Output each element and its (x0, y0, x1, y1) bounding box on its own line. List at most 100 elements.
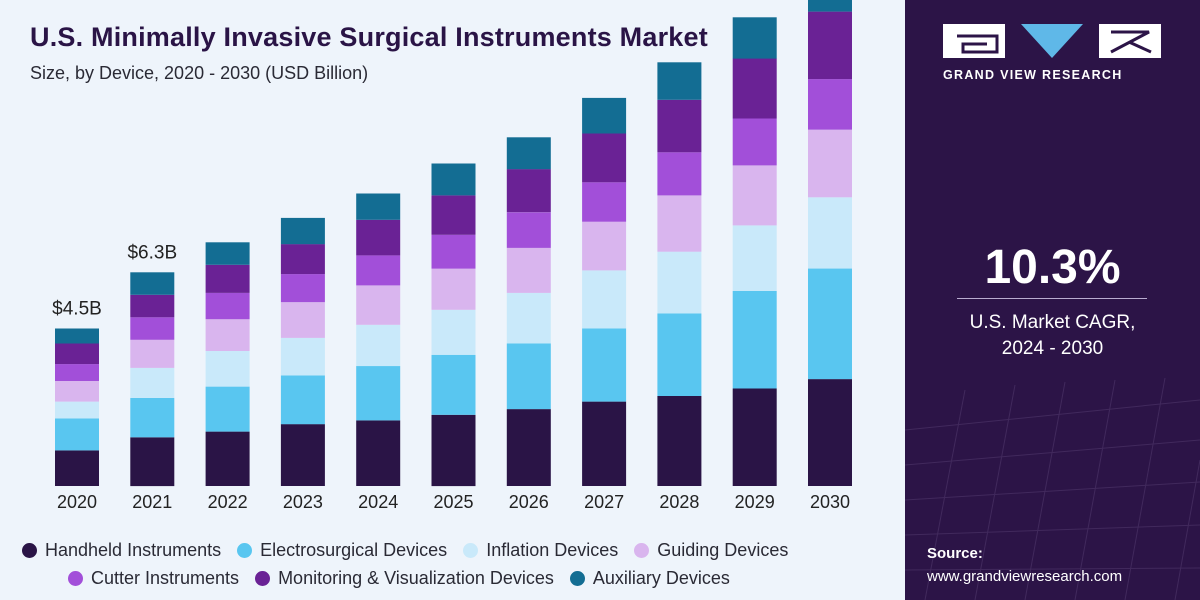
legend-row-1: Handheld Instruments Electrosurgical Dev… (22, 536, 902, 564)
bar-segment-2027-s4 (582, 182, 627, 222)
legend-label: Cutter Instruments (91, 567, 240, 588)
x-tick-label-2028: 2028 (659, 492, 699, 512)
bar-segment-2029-s5 (732, 58, 777, 119)
bar-segment-2020-s0 (55, 450, 99, 486)
bar-segment-2026-s1 (506, 343, 551, 410)
legend-label: Electrosurgical Devices (260, 539, 448, 560)
bar-segment-2030-s5 (808, 11, 852, 80)
bar-segment-2027-s3 (582, 221, 627, 271)
bar-segment-2021-s3 (130, 339, 175, 368)
bar-segment-2028-s2 (657, 251, 702, 314)
cagr-label-line1: U.S. Market CAGR, (969, 312, 1136, 333)
bar-segment-2025-s0 (431, 414, 476, 487)
bar-segment-2024-s0 (356, 420, 401, 486)
bar-segment-2022-s2 (205, 351, 250, 387)
bar-segment-2023-s2 (280, 337, 325, 376)
bar-segment-2024-s2 (356, 324, 401, 367)
bar-segment-2029-s4 (732, 118, 777, 166)
x-tick-label-2027: 2027 (584, 492, 624, 512)
x-tick-label-2030: 2030 (810, 492, 850, 512)
bar-segment-2022-s6 (205, 242, 250, 265)
x-tick-label-2024: 2024 (358, 492, 398, 512)
data-label-2020: $4.5B (52, 299, 102, 320)
divider (957, 298, 1147, 299)
info-panel: GRAND VIEW RESEARCH 10.3% U.S. Market CA… (905, 0, 1200, 600)
legend-label: Inflation Devices (486, 539, 619, 560)
source-link[interactable]: www.grandviewresearch.com (927, 568, 1123, 585)
bar-segment-2022-s0 (205, 431, 250, 486)
bar-segment-2029-s2 (732, 225, 777, 291)
x-tick-label-2021: 2021 (132, 492, 172, 512)
x-tick-label-2022: 2022 (208, 492, 248, 512)
bar-segment-2024-s5 (356, 219, 401, 256)
bar-segment-2028-s5 (657, 99, 702, 153)
stacked-bar-chart: 2020 2021 2022 2023 2024 2025 2026 2027 2028 2029… (52, 0, 852, 512)
x-tick-label-2023: 2023 (283, 492, 323, 512)
bar-segment-2021-s1 (130, 397, 175, 438)
chart-legend: Handheld Instruments Electrosurgical Dev… (22, 536, 902, 592)
grid-decoration (905, 377, 1200, 600)
bar-segment-2023-s6 (280, 217, 325, 245)
legend-label: Guiding Devices (657, 539, 789, 560)
bar-segment-2029-s3 (732, 165, 777, 226)
bar-segment-2030-s3 (808, 129, 852, 198)
bar-segment-2024-s6 (356, 193, 401, 220)
legend-item-monitoring: Monitoring & Visualization Devices (255, 568, 554, 589)
legend-swatch (463, 542, 479, 558)
bar-segment-2028-s0 (657, 396, 702, 486)
bar-segment-2025-s1 (431, 354, 476, 415)
bar-segment-2021-s2 (130, 367, 175, 398)
data-label-2021: $6.3B (127, 242, 177, 263)
bar-segment-2027-s0 (582, 401, 627, 486)
bar-segment-2021-s6 (130, 272, 175, 295)
bar-segment-2030-s1 (808, 268, 852, 380)
legend-label: Auxiliary Devices (592, 567, 730, 588)
x-tick-label-2025: 2025 (433, 492, 473, 512)
bar-segment-2026-s2 (506, 292, 551, 344)
bar-segment-2020-s6 (55, 328, 99, 344)
bar-segment-2025-s5 (431, 195, 476, 235)
bar-segment-2027-s5 (582, 133, 627, 183)
bar-segment-2026-s6 (506, 137, 551, 170)
legend-item-guiding: Guiding Devices (634, 540, 788, 561)
bar-segment-2024-s4 (356, 255, 401, 286)
bar-segment-2026-s4 (506, 212, 551, 248)
bar-segment-2025-s3 (431, 268, 476, 310)
legend-label: Monitoring & Visualization Devices (278, 567, 554, 588)
bar-segment-2025-s4 (431, 234, 476, 269)
x-tick-label-2026: 2026 (509, 492, 549, 512)
bar-segment-2021-s4 (130, 317, 175, 340)
bar-segment-2022-s5 (205, 264, 250, 293)
bar-segment-2028-s4 (657, 152, 702, 196)
bar-segment-2025-s6 (431, 163, 476, 196)
bar-segment-2022-s1 (205, 386, 250, 432)
bar-segment-2020-s5 (55, 343, 99, 365)
source-label: Source: (927, 545, 983, 562)
legend-swatch (22, 542, 37, 558)
bar-segment-2021-s5 (130, 294, 175, 318)
bar-segment-2027-s1 (582, 328, 627, 402)
legend-swatch (255, 570, 271, 586)
bar-segment-2020-s3 (55, 381, 99, 402)
bar-segment-2023-s1 (280, 375, 325, 425)
bar-segment-2026-s5 (506, 169, 551, 213)
legend-item-auxiliary: Auxiliary Devices (569, 567, 730, 589)
bar-segment-2028-s3 (657, 195, 702, 252)
bar-segment-2023-s5 (280, 244, 325, 275)
legend-item-handheld: Handheld Instruments (22, 540, 221, 561)
bar-segment-2028-s1 (657, 313, 702, 396)
bar-segment-2029-s6 (732, 17, 777, 59)
legend-swatch (569, 570, 585, 586)
cagr-value: 10.3% (984, 241, 1121, 294)
bar-segment-2022-s3 (205, 319, 250, 351)
bar-segment-2023-s3 (280, 302, 325, 338)
bar-segment-2030-s4 (808, 79, 852, 130)
bar-segment-2030-s6 (808, 0, 852, 12)
gvr-logo-icon (943, 24, 1161, 58)
legend-row-2: Cutter Instruments Monitoring & Visualiz… (22, 564, 902, 592)
bar-segment-2030-s0 (808, 379, 852, 486)
bar-segment-2025-s2 (431, 309, 476, 355)
bar-segment-2026-s0 (506, 409, 551, 486)
bar-segment-2024-s1 (356, 366, 401, 421)
legend-swatch (68, 570, 83, 586)
